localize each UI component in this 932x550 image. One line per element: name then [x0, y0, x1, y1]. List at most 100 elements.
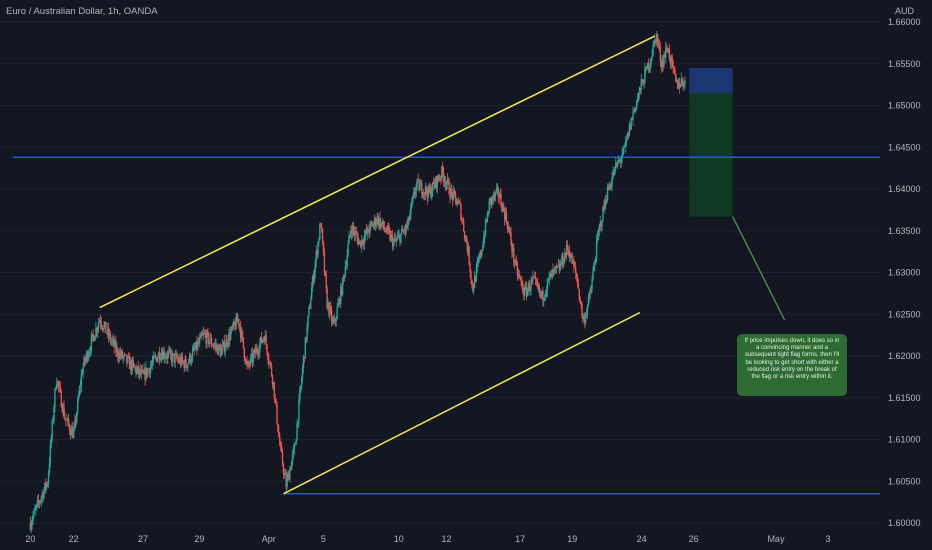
- candle-body: [566, 245, 569, 250]
- candle-body: [500, 194, 502, 206]
- candle-body: [477, 259, 479, 264]
- candle-body: [409, 214, 411, 221]
- candle-body: [411, 201, 413, 205]
- candle-body: [122, 356, 124, 358]
- candle-body: [130, 360, 133, 371]
- time-tick-label: Apr: [262, 534, 276, 544]
- candle-body: [384, 229, 387, 232]
- candle-body: [112, 339, 114, 341]
- price-tick-label: 1.64500: [888, 142, 921, 152]
- candle-body: [529, 289, 531, 292]
- candle-body: [302, 356, 305, 368]
- candle-body: [458, 201, 460, 202]
- candle-body: [556, 265, 559, 268]
- time-axis[interactable]: 20 22 27 29 Apr 5 10 12 17 19 24 26 May 3: [25, 534, 830, 544]
- candle-body: [600, 222, 602, 227]
- candle-body: [289, 469, 291, 480]
- candle-body: [649, 61, 652, 68]
- candle-body: [431, 192, 433, 197]
- candle-body: [126, 354, 128, 363]
- candle-body: [29, 523, 32, 530]
- candle-body: [107, 328, 109, 334]
- candle-body: [246, 360, 248, 366]
- candle-body: [199, 334, 202, 338]
- candle-body: [244, 357, 246, 363]
- candle-body: [629, 124, 632, 130]
- candle-body: [239, 326, 242, 338]
- candle-body: [290, 469, 292, 471]
- candle-body: [449, 194, 451, 198]
- candle-body: [456, 204, 459, 205]
- candle-body: [117, 356, 120, 359]
- candle-body: [241, 331, 244, 338]
- candle-body: [464, 236, 467, 238]
- candle-body: [334, 318, 337, 322]
- candle-body: [585, 313, 588, 315]
- candle-body: [119, 352, 122, 356]
- candle-body: [421, 183, 423, 195]
- candle-body: [37, 499, 40, 503]
- candle-body: [296, 423, 298, 440]
- position-zones[interactable]: [689, 67, 733, 217]
- candle-body: [156, 357, 158, 362]
- annotation-arrow[interactable]: [731, 216, 786, 321]
- candle-body: [320, 226, 323, 229]
- candle-body: [381, 220, 384, 225]
- candle-body: [185, 358, 187, 367]
- candle-body: [317, 241, 319, 255]
- candle-body: [635, 101, 638, 109]
- candle-body: [508, 226, 510, 232]
- candle-body: [171, 353, 174, 362]
- candle-body: [309, 307, 311, 309]
- candle-body: [350, 230, 352, 235]
- candle-body: [408, 217, 410, 221]
- trend-channel[interactable]: [99, 35, 655, 495]
- candle-body: [630, 117, 632, 130]
- candle-body: [187, 363, 189, 369]
- candle-body: [475, 266, 478, 282]
- candle-body: [656, 34, 658, 43]
- candle-body: [158, 352, 161, 360]
- candle-body: [647, 63, 650, 71]
- candle-body: [594, 263, 596, 267]
- candle-body: [137, 366, 140, 374]
- candle-body: [517, 273, 520, 276]
- candle-body: [419, 184, 421, 191]
- candle-body: [285, 475, 287, 488]
- candle-body: [290, 461, 293, 471]
- candle-body: [205, 334, 207, 344]
- candle-body: [653, 40, 655, 45]
- candle-body: [541, 291, 543, 296]
- price-axis[interactable]: 1.60000 1.60500 1.61000 1.61500 1.62000 1.625…: [880, 0, 932, 550]
- candle-body: [621, 155, 623, 160]
- candle-body: [176, 354, 178, 359]
- candle-body: [346, 255, 348, 266]
- annotation-note[interactable]: If price impulses down, it does so in a …: [737, 334, 847, 396]
- candle-body: [173, 353, 175, 363]
- candle-body: [597, 231, 600, 236]
- candle-body: [181, 356, 184, 362]
- candle-body: [563, 262, 565, 265]
- candle-body: [217, 345, 219, 355]
- candle-body: [190, 359, 193, 363]
- candle-body: [260, 336, 263, 343]
- candle-body: [78, 387, 81, 396]
- candle-body: [570, 253, 572, 258]
- candle-body: [319, 224, 321, 240]
- candle-body: [673, 67, 675, 70]
- candle-body: [661, 60, 663, 68]
- candle-body: [197, 342, 199, 350]
- candle-body: [478, 258, 480, 260]
- price-tick-label: 1.60500: [888, 476, 921, 486]
- candle-body: [522, 284, 524, 293]
- candle-body: [452, 190, 455, 200]
- price-tick-label: 1.66000: [888, 17, 921, 27]
- candle-body: [221, 344, 224, 350]
- candle-body: [620, 159, 622, 162]
- horizontal-levels[interactable]: [13, 156, 880, 495]
- candle-body: [356, 233, 358, 238]
- candle-body: [433, 183, 436, 187]
- candle-body: [351, 225, 354, 235]
